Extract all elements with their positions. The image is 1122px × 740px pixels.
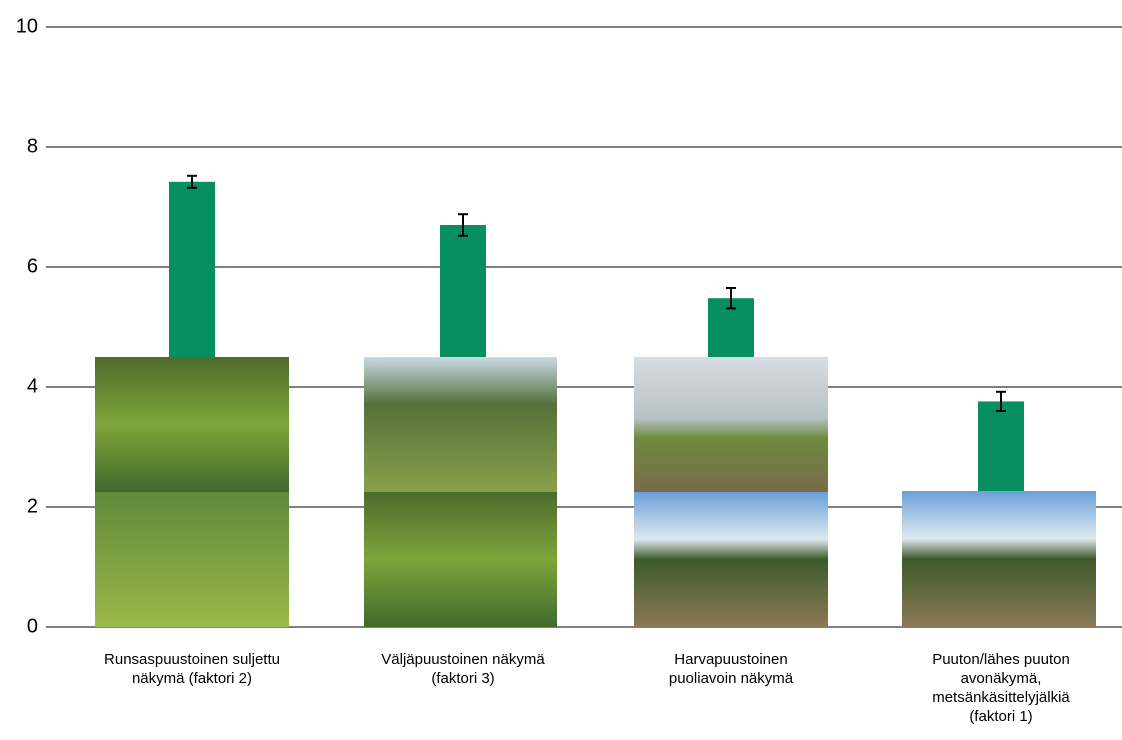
x-tick-label: Puuton/lähes puuton avonäkymä, metsänkäs… [932,651,1070,725]
y-tick-label: 2 [27,495,38,517]
photo [364,357,557,492]
error-bar [458,213,468,237]
error-bar [726,287,736,310]
photo [634,357,828,492]
photo [364,492,557,627]
y-tick-label: 4 [27,375,38,397]
y-tick-label: 6 [27,255,38,277]
y-tick-label: 8 [27,135,38,157]
error-bar [187,174,197,189]
photo [902,491,1096,627]
x-tick-label: Väljäpuustoinen näkymä (faktori 3) [381,651,545,687]
photos [95,357,1096,627]
error-bar [996,390,1006,412]
photo [95,492,289,627]
photo [634,492,828,627]
y-tick-label: 0 [27,615,38,637]
x-tick-label: Harvapuustoinen puoliavoin näkymä [668,651,794,687]
y-tick-label: 10 [16,15,38,37]
photo [95,357,289,492]
plot [169,174,1024,628]
x-tick-label: Runsaspuustoinen suljettu näkymä (faktor… [104,651,280,687]
